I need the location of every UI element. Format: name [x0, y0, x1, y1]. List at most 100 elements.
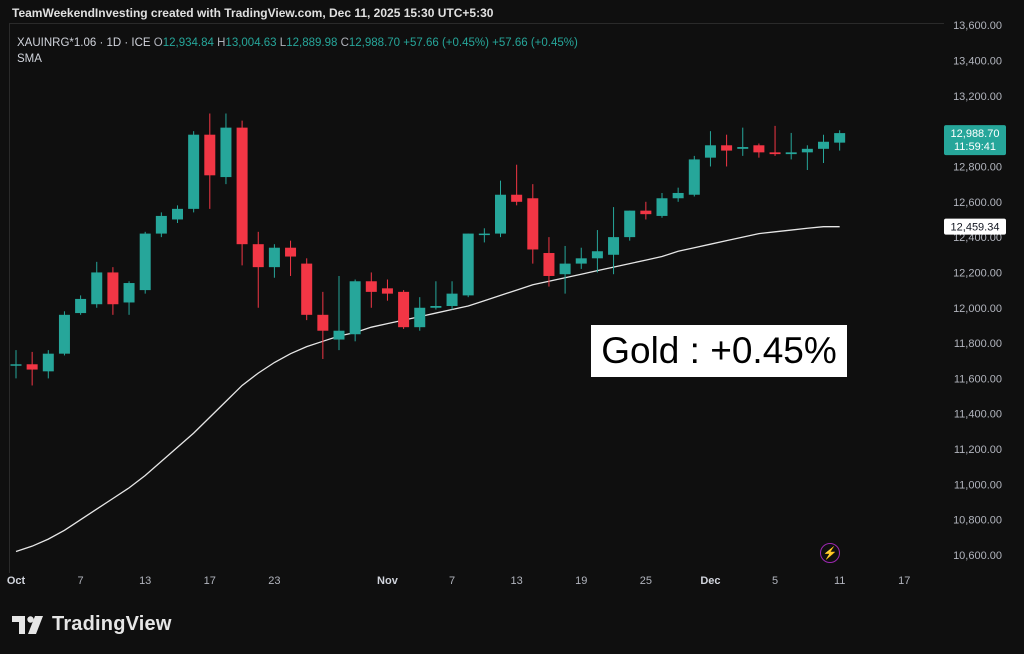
legend-change: +57.66 (+0.45%)	[403, 37, 489, 49]
candle-body[interactable]	[608, 237, 620, 255]
candle-body[interactable]	[462, 233, 474, 296]
candle-body[interactable]	[818, 141, 829, 149]
y-tick-label: 10,600.00	[953, 550, 1002, 562]
y-tick-label: 13,200.00	[953, 91, 1002, 103]
candle-body[interactable]	[511, 194, 523, 202]
candle-body[interactable]	[446, 293, 458, 306]
candle-body[interactable]	[495, 194, 506, 234]
candle-body[interactable]	[268, 247, 280, 268]
legend-high-label: H	[217, 37, 226, 49]
y-tick-label: 12,400.00	[953, 232, 1002, 244]
x-tick-label: Dec	[700, 575, 720, 587]
chart-credit: TeamWeekendInvesting created with Tradin…	[12, 6, 494, 20]
y-tick-label: 11,000.00	[954, 479, 1002, 491]
x-tick-label: 11	[834, 575, 845, 587]
x-tick-label: 7	[78, 575, 84, 587]
last-price-badge	[944, 125, 1006, 156]
lightning-icon[interactable]: ⚡	[820, 543, 840, 563]
candle-body[interactable]	[155, 215, 167, 234]
legend-open-value: 12,934.84	[162, 37, 214, 49]
plot-group	[10, 113, 846, 553]
price-axis[interactable]	[944, 23, 1024, 572]
candle-body[interactable]	[414, 307, 426, 328]
tradingview-brand: TradingView	[52, 613, 172, 635]
x-tick-label: 25	[640, 575, 652, 587]
x-tick-label: 13	[511, 575, 523, 587]
x-tick-label: 17	[898, 575, 910, 587]
candle-body[interactable]	[139, 233, 151, 291]
y-tick-label: 13,400.00	[953, 56, 1002, 68]
legend-low-value: 12,889.98	[286, 37, 338, 49]
x-tick-label: 7	[449, 575, 455, 587]
last-price-value: 12,988.70	[951, 128, 1000, 140]
candle-body[interactable]	[801, 148, 813, 153]
candle-body[interactable]	[381, 288, 393, 294]
candle-body[interactable]	[58, 314, 70, 354]
candle-body[interactable]	[107, 272, 119, 305]
y-tick-label: 10,800.00	[953, 515, 1002, 527]
candle-body[interactable]	[301, 263, 313, 315]
candle-body[interactable]	[365, 281, 377, 292]
candle-body[interactable]	[188, 134, 200, 209]
legend-close-label: C	[340, 37, 349, 49]
y-tick-label: 12,000.00	[953, 303, 1002, 315]
chart-pane[interactable]	[9, 23, 944, 573]
candle-body[interactable]	[527, 198, 539, 250]
sma-indicator-label[interactable]: SMA	[17, 53, 42, 65]
y-tick-label: 12,200.00	[953, 267, 1002, 279]
candle-body[interactable]	[785, 152, 797, 155]
y-tick-label: 11,200.00	[954, 444, 1002, 456]
candle-body[interactable]	[236, 127, 248, 245]
y-tick-label: 11,400.00	[954, 409, 1002, 421]
candle-body[interactable]	[91, 272, 103, 305]
candle-body[interactable]	[575, 258, 587, 264]
gold-annotation: Gold : +0.45%	[591, 325, 847, 377]
candle-body[interactable]	[753, 145, 765, 153]
countdown-timer: 11:59:41	[954, 141, 996, 153]
sma-value: 12,459.34	[951, 222, 1000, 234]
candle-body[interactable]	[172, 208, 183, 220]
sma-value-badge	[944, 218, 1006, 235]
candle-body[interactable]	[252, 244, 264, 268]
candle-body[interactable]	[26, 364, 38, 370]
candle-body[interactable]	[398, 291, 410, 328]
candle-body[interactable]	[591, 251, 603, 259]
candle-body[interactable]	[834, 133, 846, 143]
candle-body[interactable]	[349, 281, 361, 335]
candle-body[interactable]	[317, 314, 329, 331]
candle-body[interactable]	[704, 145, 716, 158]
candle-body[interactable]	[624, 210, 636, 238]
candle-body[interactable]	[285, 247, 297, 257]
x-tick-label: Oct	[7, 575, 26, 587]
candle-body[interactable]	[559, 263, 571, 275]
candle-body[interactable]	[737, 147, 749, 149]
candle-body[interactable]	[478, 233, 490, 236]
legend-symbol: XAUINRG*1.06 · 1D · ICE	[17, 37, 151, 49]
tradingview-logo-icon	[12, 615, 43, 634]
legend-close-value: 12,988.70	[348, 37, 401, 49]
candle-body[interactable]	[656, 198, 668, 216]
candle-body[interactable]	[42, 353, 54, 372]
x-tick-label: 19	[575, 575, 587, 587]
y-tick-label: 11,800.00	[954, 338, 1002, 350]
candle-body[interactable]	[123, 283, 135, 303]
x-tick-label: Nov	[377, 575, 399, 587]
candle-body[interactable]	[75, 298, 87, 314]
header-bar: TeamWeekendInvesting created with Tradin…	[0, 0, 1024, 23]
candle-body[interactable]	[672, 192, 684, 199]
y-tick-label: 13,600.00	[953, 20, 1002, 32]
legend-low-label: L	[279, 37, 287, 49]
candle-body[interactable]	[220, 127, 232, 178]
candle-body[interactable]	[333, 330, 345, 340]
candle-body[interactable]	[640, 210, 652, 215]
candle-body[interactable]	[769, 152, 781, 155]
candle-body[interactable]	[688, 159, 700, 195]
candle-body[interactable]	[543, 253, 555, 276]
candle-body[interactable]	[10, 364, 22, 366]
x-tick-label: 13	[139, 575, 151, 587]
candle-body[interactable]	[721, 145, 733, 151]
x-tick-label: 23	[268, 575, 280, 587]
candle-body[interactable]	[430, 305, 442, 308]
candle-body[interactable]	[204, 134, 216, 176]
